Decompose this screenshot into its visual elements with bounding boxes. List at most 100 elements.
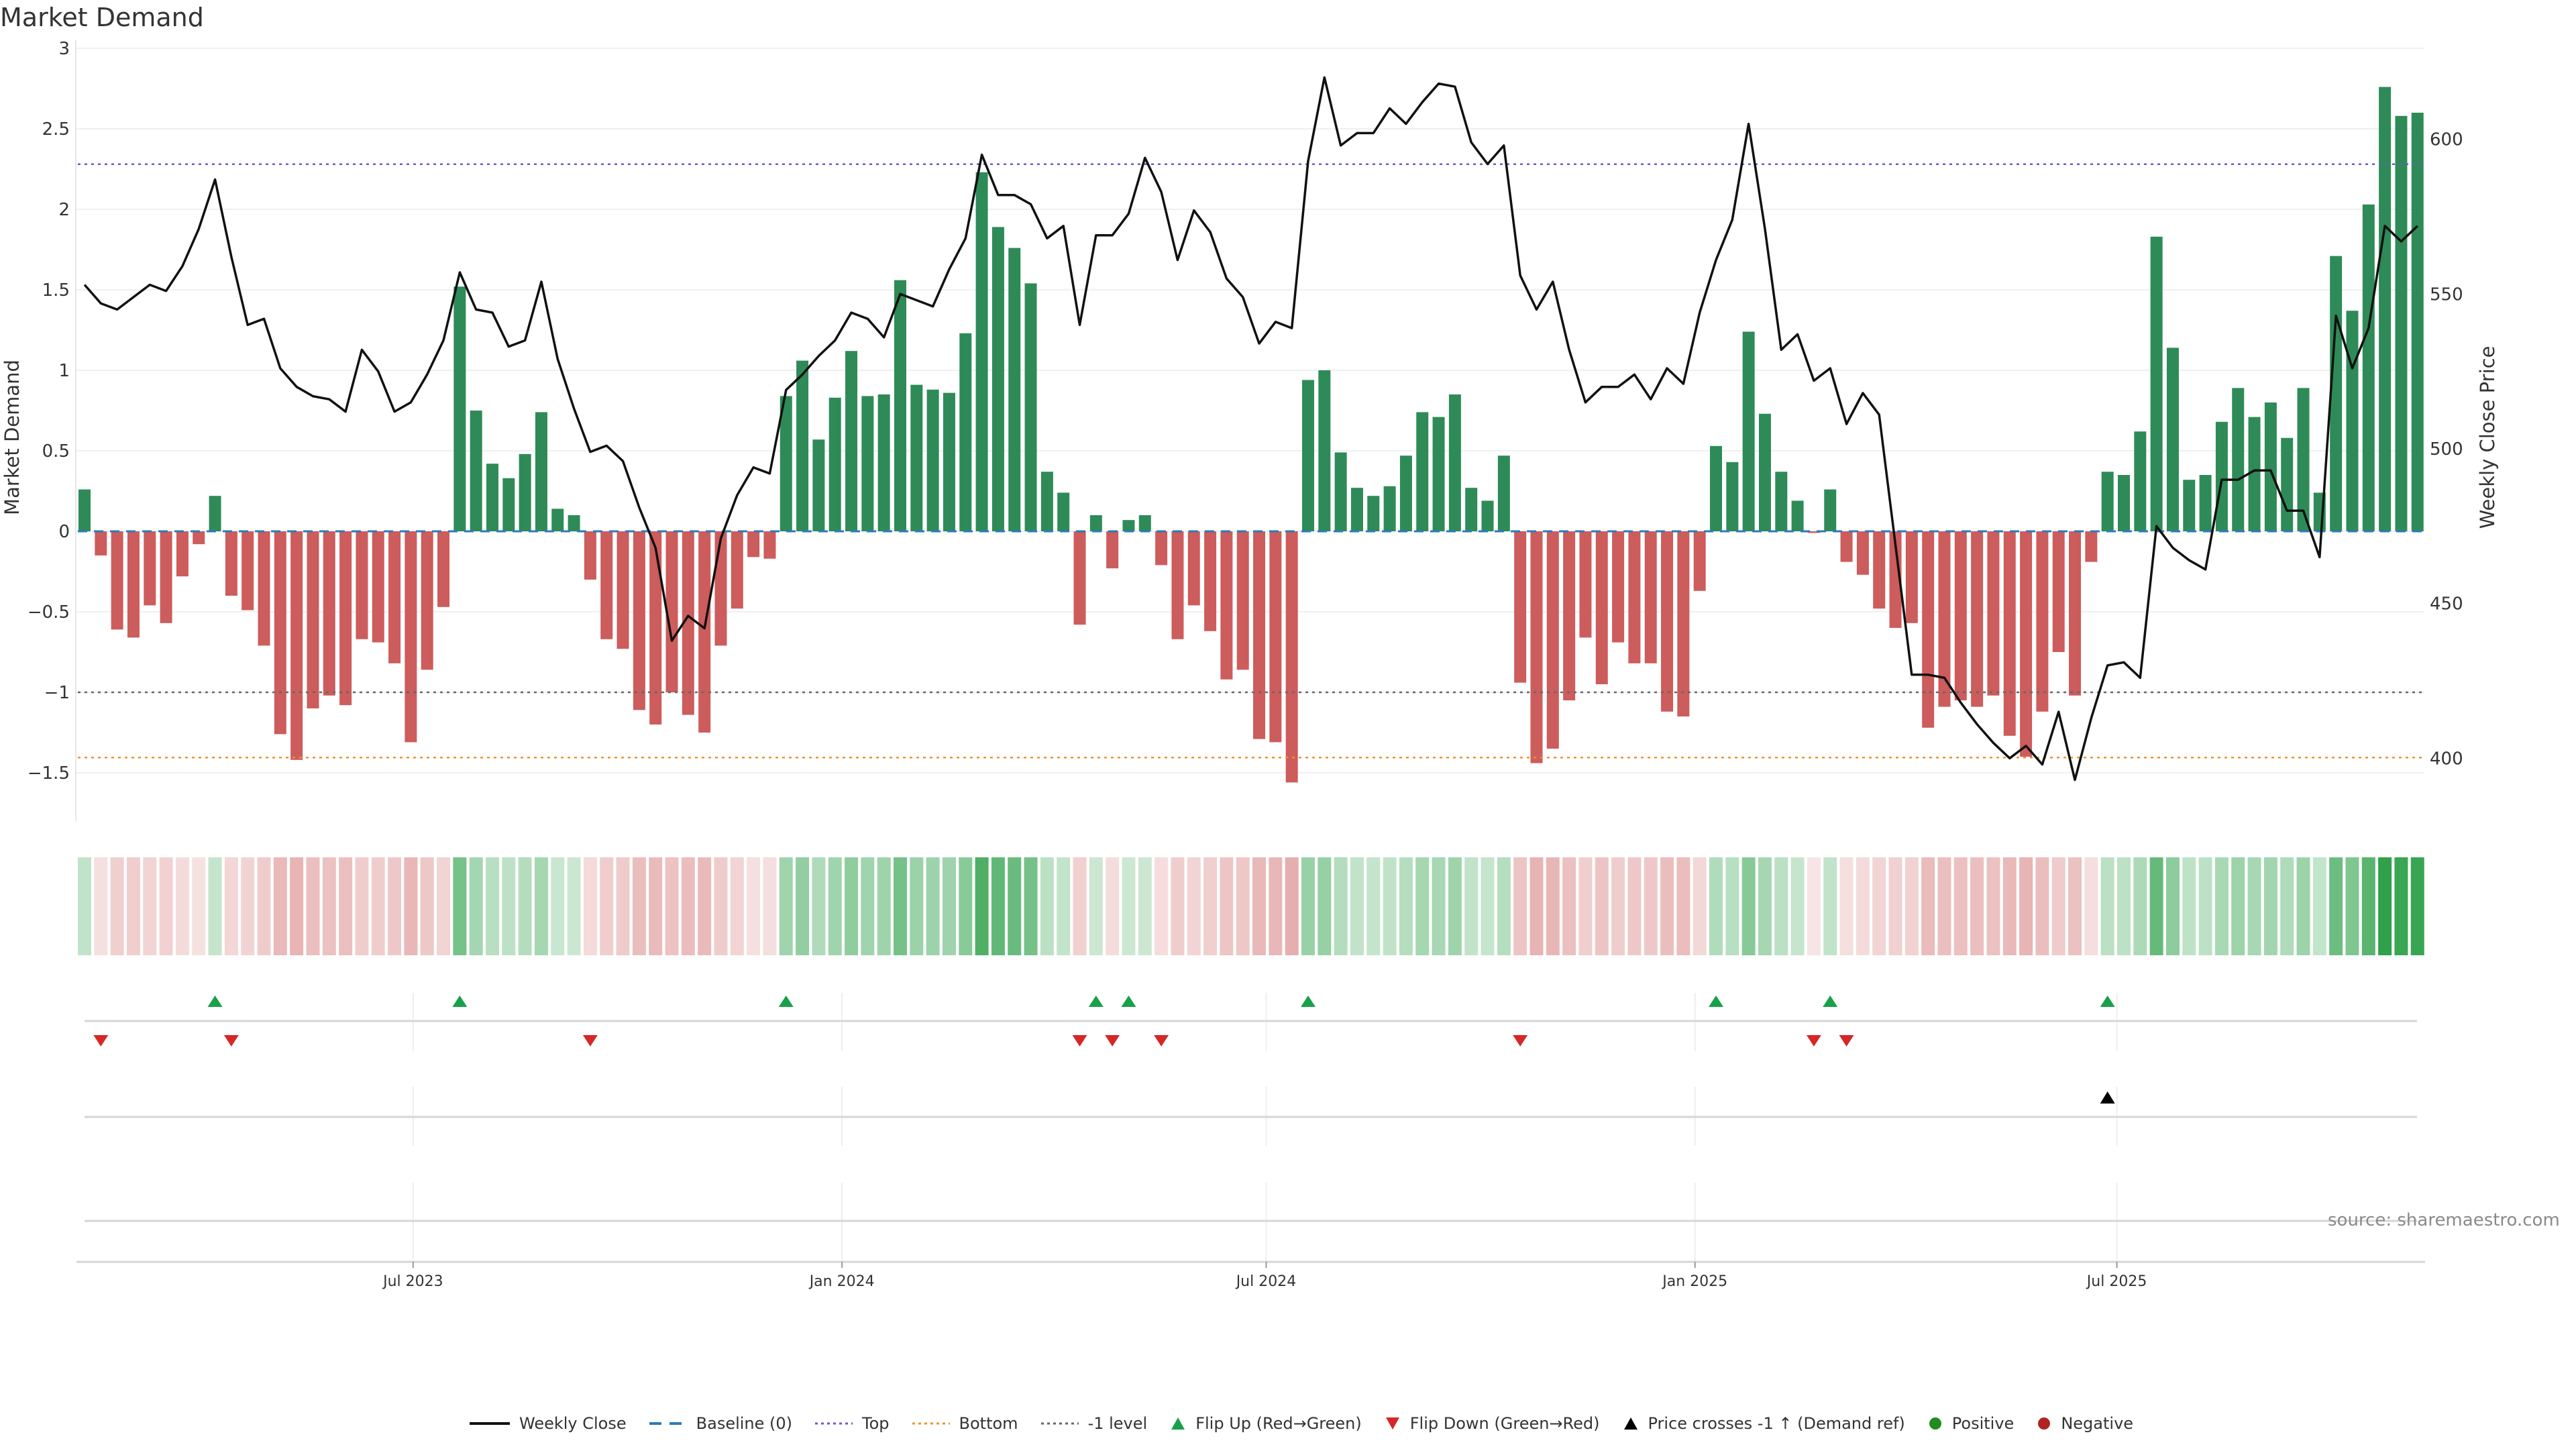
dot-icon xyxy=(1929,1417,1941,1430)
bar-positive xyxy=(812,439,825,531)
bar-positive xyxy=(2248,417,2261,531)
heat-cell-negative xyxy=(273,857,287,955)
flip-up-marker xyxy=(1121,996,1136,1007)
heat-cell-positive xyxy=(1709,857,1723,955)
heat-cell-positive xyxy=(942,857,956,955)
heat-cell-positive xyxy=(1334,857,1348,955)
bar-negative xyxy=(1938,531,1951,707)
bar-negative xyxy=(176,531,189,577)
flip-up-marker xyxy=(1088,996,1104,1007)
heat-cell-positive xyxy=(1725,857,1739,955)
heat-cell-negative xyxy=(1236,857,1250,955)
bar-positive xyxy=(2395,115,2408,532)
x-tick-label: Jan 2025 xyxy=(1661,1273,1727,1290)
heat-cell-positive xyxy=(2247,857,2261,955)
heat-cell-negative xyxy=(2035,857,2049,955)
heat-cell-negative xyxy=(1285,857,1299,955)
bar-positive xyxy=(2281,437,2294,531)
y-tick-label: −1.5 xyxy=(28,763,70,784)
y-tick-label: 2.5 xyxy=(42,119,70,140)
bar-positive xyxy=(2232,388,2245,531)
heat-cell-positive xyxy=(1448,857,1462,955)
y2-tick-label: 400 xyxy=(2430,749,2463,769)
heat-cell-negative xyxy=(1220,857,1234,955)
bar-positive xyxy=(1824,489,1837,531)
heat-cell-positive xyxy=(1318,857,1332,955)
bar-positive xyxy=(519,453,531,531)
bar-positive xyxy=(2134,431,2147,531)
bar-negative xyxy=(1595,531,1608,684)
heat-cell-negative xyxy=(2051,857,2065,955)
heat-cell-negative xyxy=(339,857,353,955)
heat-cell-positive xyxy=(1399,857,1413,955)
bar-positive xyxy=(1791,500,1804,531)
heat-cell-positive xyxy=(1089,857,1103,955)
heat-cell-negative xyxy=(159,857,173,955)
heat-cell-positive xyxy=(453,857,467,955)
legend-flip-down: Flip Down (Green→Red) xyxy=(1385,1414,1600,1433)
heat-cell-positive xyxy=(861,857,875,955)
y-tick-label: 2 xyxy=(58,200,70,220)
heat-cell-positive xyxy=(1415,857,1430,955)
bar-negative xyxy=(698,531,711,733)
bar-positive xyxy=(780,396,792,531)
bar-positive xyxy=(1008,248,1021,531)
bar-negative xyxy=(1693,531,1706,591)
heat-cell-negative xyxy=(1856,857,1870,955)
heat-cell-positive xyxy=(518,857,532,955)
heat-cell-negative xyxy=(143,857,157,955)
heat-cell-negative xyxy=(192,857,206,955)
bar-positive xyxy=(845,351,858,531)
heat-cell-positive xyxy=(1497,857,1511,955)
x-tick-label: Jul 2024 xyxy=(1235,1273,1297,1290)
heat-cell-positive xyxy=(828,857,842,955)
bar-negative xyxy=(1628,531,1641,663)
bar-positive xyxy=(486,464,498,531)
heat-cell-positive xyxy=(1432,857,1446,955)
bar-positive xyxy=(796,360,809,531)
flip-up-marker xyxy=(2100,996,2115,1007)
bar-positive xyxy=(1318,370,1331,531)
heat-cell-positive xyxy=(2280,857,2294,955)
bar-negative xyxy=(714,531,727,646)
y2-tick-label: 450 xyxy=(2430,594,2463,614)
bar-negative xyxy=(1546,531,1559,749)
heat-cell-positive xyxy=(2329,857,2343,955)
bar-negative xyxy=(1889,531,1902,628)
heat-cell-negative xyxy=(371,857,385,955)
bar-negative xyxy=(339,531,352,706)
bar-negative xyxy=(405,531,417,743)
heat-cell-positive xyxy=(2133,857,2147,955)
flip-down-marker xyxy=(223,1035,239,1046)
flip-down-marker xyxy=(1839,1035,1854,1046)
bar-negative xyxy=(2085,531,2098,562)
bar-negative xyxy=(2036,531,2049,712)
bar-positive xyxy=(209,496,221,531)
heat-cell-positive xyxy=(2165,857,2180,955)
heat-cell-positive xyxy=(2312,857,2326,955)
legend-label: Negative xyxy=(2061,1414,2134,1433)
bar-negative xyxy=(225,531,237,596)
heat-cell-positive xyxy=(877,857,891,955)
heat-cell-negative xyxy=(1644,857,1658,955)
bar-positive xyxy=(453,286,466,531)
heat-cell-negative xyxy=(1888,857,1902,955)
heat-cell-positive xyxy=(2361,857,2375,955)
bar-positive xyxy=(2183,480,2196,531)
bar-negative xyxy=(1971,531,1984,707)
dotted-line-icon xyxy=(815,1422,853,1425)
bar-positive xyxy=(1122,520,1135,531)
bar-negative xyxy=(1073,531,1086,625)
heat-cell-negative xyxy=(2084,857,2098,955)
bar-positive xyxy=(1367,496,1380,531)
heat-cell-positive xyxy=(2394,857,2408,955)
heat-cell-positive xyxy=(779,857,793,955)
bar-positive xyxy=(1448,394,1461,531)
heat-cell-positive xyxy=(894,857,907,955)
bar-positive xyxy=(877,394,890,531)
bar-negative xyxy=(1530,531,1543,763)
bar-negative xyxy=(356,531,368,639)
heat-cell-negative xyxy=(665,857,679,955)
flip-down-marker xyxy=(1513,1035,1528,1046)
